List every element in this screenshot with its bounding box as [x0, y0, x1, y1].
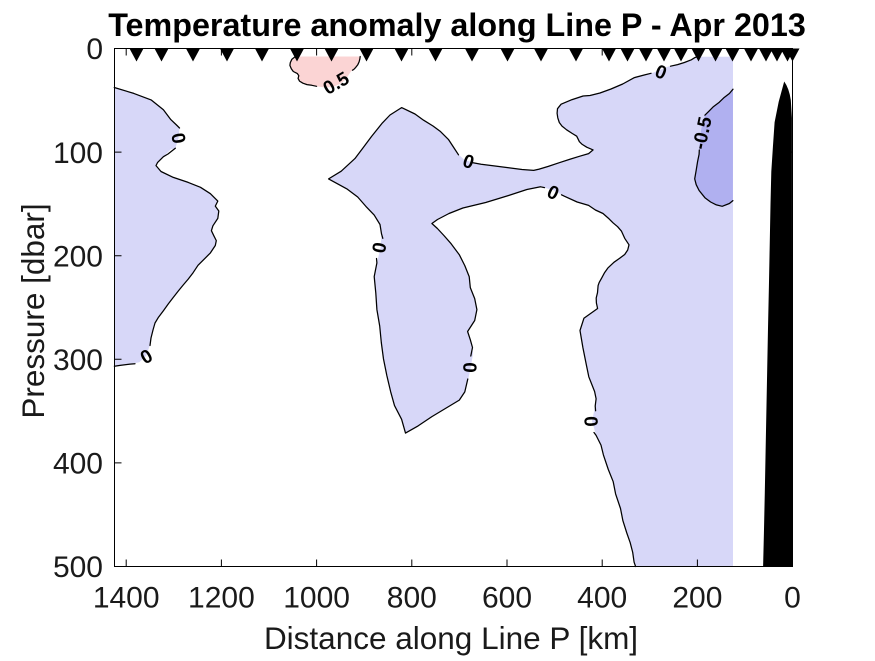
svg-text:1400: 1400	[93, 581, 160, 614]
svg-text:200: 200	[53, 240, 103, 273]
svg-text:Temperature anomaly along Line: Temperature anomaly along Line P - Apr 2…	[108, 7, 806, 43]
svg-text:200: 200	[672, 581, 722, 614]
svg-text:0: 0	[166, 131, 189, 145]
svg-text:600: 600	[482, 581, 532, 614]
svg-text:400: 400	[53, 448, 103, 481]
svg-text:300: 300	[53, 344, 103, 377]
svg-text:0: 0	[784, 581, 801, 614]
svg-text:0: 0	[460, 362, 481, 373]
svg-text:0: 0	[369, 241, 392, 255]
svg-text:0: 0	[86, 33, 103, 66]
svg-text:800: 800	[387, 581, 437, 614]
svg-text:Pressure [dbar]: Pressure [dbar]	[15, 203, 51, 418]
svg-text:0: 0	[579, 416, 600, 427]
svg-text:100: 100	[53, 137, 103, 170]
svg-text:Distance along Line P [km]: Distance along Line P [km]	[264, 620, 638, 656]
svg-text:500: 500	[53, 551, 103, 584]
svg-text:1000: 1000	[283, 581, 350, 614]
svg-text:400: 400	[577, 581, 627, 614]
svg-text:1200: 1200	[188, 581, 255, 614]
